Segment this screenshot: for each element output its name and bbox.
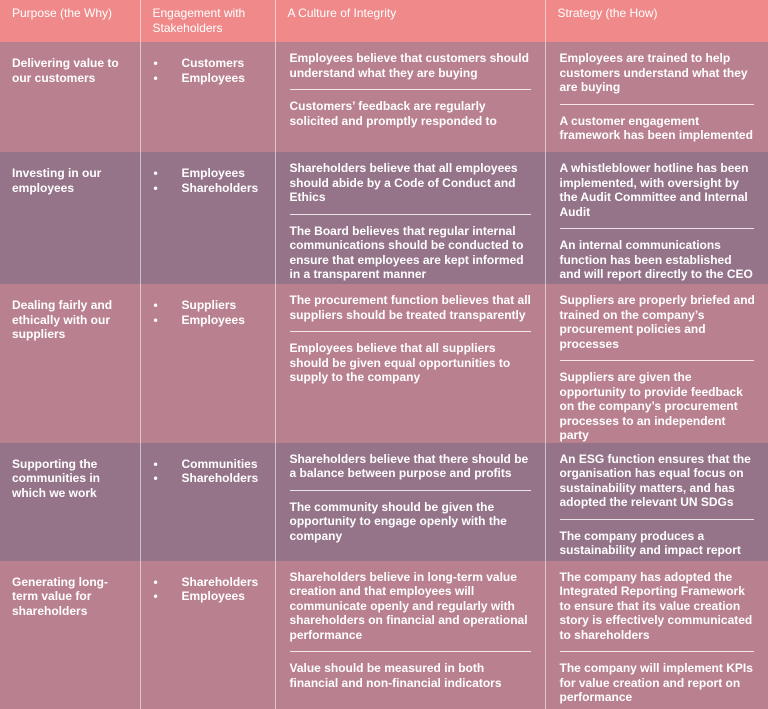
list-item: •Customers (154, 56, 269, 71)
strategy-statement: Suppliers are properly briefed and train… (560, 293, 768, 351)
stakeholders-cell: •Shareholders •Employees (140, 561, 275, 709)
divider (560, 104, 755, 105)
header-purpose: Purpose (the Why) (0, 0, 140, 42)
bullet-icon: • (154, 471, 182, 486)
bullet-icon: • (154, 457, 182, 472)
stakeholder-label: Employees (182, 313, 245, 328)
list-item: •Shareholders (154, 575, 269, 590)
stakeholder-label: Shareholders (182, 181, 259, 196)
table-row: Dealing fairly and ethically with our su… (0, 284, 768, 443)
culture-statement: Customers’ feedback are regularly solici… (290, 99, 545, 128)
stakeholder-list: •Customers •Employees (154, 56, 269, 85)
strategy-statement: An internal communications function has … (560, 238, 768, 282)
strategy-statement: The company has adopted the Integrated R… (560, 570, 768, 643)
header-strategy: Strategy (the How) (545, 0, 768, 42)
culture-cell: Employees believe that customers should … (275, 42, 545, 152)
list-item: •Communities (154, 457, 269, 472)
table-row: Supporting the communities in which we w… (0, 443, 768, 561)
strategy-cell: Suppliers are properly briefed and train… (545, 284, 768, 443)
stakeholder-label: Shareholders (182, 575, 259, 590)
divider (560, 651, 755, 652)
culture-cell: Shareholders believe that all employees … (275, 152, 545, 284)
table-row: Generating long-term value for sharehold… (0, 561, 768, 709)
strategy-statement: A customer engagement framework has been… (560, 114, 768, 143)
divider (560, 360, 755, 361)
purpose-cell: Investing in our employees (0, 152, 140, 284)
stakeholder-label: Employees (182, 71, 245, 86)
list-item: •Employees (154, 71, 269, 86)
strategy-cell: An ESG function ensures that the organis… (545, 443, 768, 561)
bullet-icon: • (154, 181, 182, 196)
bullet-icon: • (154, 71, 182, 86)
divider (290, 89, 531, 90)
header-culture: A Culture of Integrity (275, 0, 545, 42)
bullet-icon: • (154, 56, 182, 71)
culture-cell: The procurement function believes that a… (275, 284, 545, 443)
stakeholder-label: Communities (182, 457, 258, 472)
list-item: •Shareholders (154, 471, 269, 486)
stakeholder-list: •Employees •Shareholders (154, 166, 269, 195)
stakeholder-label: Customers (182, 56, 245, 71)
divider (290, 651, 531, 652)
list-item: •Employees (154, 166, 269, 181)
culture-statement: Value should be measured in both financi… (290, 661, 545, 690)
stakeholder-list: •Communities •Shareholders (154, 457, 269, 486)
header-row: Purpose (the Why) Engagement with Stakeh… (0, 0, 768, 42)
bullet-icon: • (154, 575, 182, 590)
table-row: Investing in our employees •Employees •S… (0, 152, 768, 284)
divider (560, 228, 755, 229)
list-item: •Employees (154, 589, 269, 604)
divider (290, 490, 531, 491)
bullet-icon: • (154, 298, 182, 313)
culture-statement: The community should be given the opport… (290, 500, 545, 544)
bullet-icon: • (154, 166, 182, 181)
culture-statement: The procurement function believes that a… (290, 293, 545, 322)
stakeholders-cell: •Customers •Employees (140, 42, 275, 152)
purpose-cell: Dealing fairly and ethically with our su… (0, 284, 140, 443)
stakeholders-cell: •Communities •Shareholders (140, 443, 275, 561)
stakeholder-label: Employees (182, 166, 245, 181)
bullet-icon: • (154, 589, 182, 604)
stakeholder-list: •Shareholders •Employees (154, 575, 269, 604)
stakeholder-label: Shareholders (182, 471, 259, 486)
list-item: •Suppliers (154, 298, 269, 313)
stakeholder-label: Employees (182, 589, 245, 604)
divider (290, 331, 531, 332)
strategy-cell: A whistleblower hotline has been impleme… (545, 152, 768, 284)
strategy-statement: Suppliers are given the opportunity to p… (560, 370, 768, 443)
purpose-cell: Generating long-term value for sharehold… (0, 561, 140, 709)
culture-statement: Employees believe that all suppliers sho… (290, 341, 545, 385)
bullet-icon: • (154, 313, 182, 328)
list-item: •Employees (154, 313, 269, 328)
strategy-statement: A whistleblower hotline has been impleme… (560, 161, 768, 219)
stakeholder-list: •Suppliers •Employees (154, 298, 269, 327)
divider (290, 214, 531, 215)
strategy-statement: The company will implement KPIs for valu… (560, 661, 768, 705)
purpose-cell: Supporting the communities in which we w… (0, 443, 140, 561)
strategy-cell: Employees are trained to help customers … (545, 42, 768, 152)
strategy-statement: An ESG function ensures that the organis… (560, 452, 768, 510)
culture-cell: Shareholders believe that there should b… (275, 443, 545, 561)
culture-cell: Shareholders believe in long-term value … (275, 561, 545, 709)
header-engagement: Engagement with Stakeholders (140, 0, 275, 42)
strategy-statement: The company produces a sustainability an… (560, 529, 768, 558)
purpose-cell: Delivering value to our customers (0, 42, 140, 152)
culture-statement: The Board believes that regular internal… (290, 224, 545, 282)
culture-statement: Employees believe that customers should … (290, 51, 545, 80)
stakeholders-cell: •Employees •Shareholders (140, 152, 275, 284)
strategy-statement: Employees are trained to help customers … (560, 51, 768, 95)
list-item: •Shareholders (154, 181, 269, 196)
strategy-cell: The company has adopted the Integrated R… (545, 561, 768, 709)
culture-statement: Shareholders believe in long-term value … (290, 570, 545, 643)
divider (560, 519, 755, 520)
stakeholders-cell: •Suppliers •Employees (140, 284, 275, 443)
table-row: Delivering value to our customers •Custo… (0, 42, 768, 152)
culture-statement: Shareholders believe that there should b… (290, 452, 545, 481)
stakeholder-label: Suppliers (182, 298, 237, 313)
culture-statement: Shareholders believe that all employees … (290, 161, 545, 205)
